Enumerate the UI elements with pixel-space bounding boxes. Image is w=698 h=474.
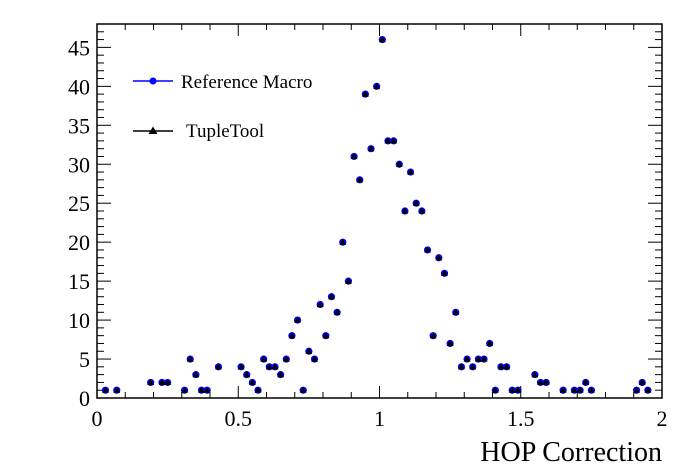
tupletool-point (350, 152, 358, 160)
tupletool-point (463, 355, 471, 362)
tupletool-point (491, 386, 499, 393)
tupletool-point (277, 371, 285, 378)
tupletool-point (412, 199, 420, 206)
tupletool-point (559, 386, 567, 393)
tupletool-point (186, 355, 194, 362)
tupletool-point (198, 386, 205, 393)
tupletool-point (424, 246, 431, 253)
tupletool-point (288, 332, 296, 339)
tupletool-point (633, 386, 640, 393)
tupletool-point (458, 363, 465, 370)
axis-ticks (96, 24, 663, 399)
tupletool-point (311, 355, 318, 362)
tupletool-point (542, 378, 550, 386)
tupletool-point (203, 386, 211, 393)
tupletool-point (181, 386, 188, 393)
tupletool-point (582, 378, 590, 386)
tupletool-point (316, 300, 324, 308)
tupletool-point (299, 386, 307, 393)
tupletool-point (215, 363, 222, 370)
x-tick-label: 1 (374, 406, 385, 431)
tupletool-point (192, 371, 200, 378)
x-tick-label: 1.5 (507, 406, 535, 431)
tupletool-point (435, 254, 443, 261)
x-axis-title: HOP Correction (480, 437, 662, 468)
y-tick-label: 20 (68, 230, 90, 255)
tupletool-point (514, 386, 522, 393)
y-tick-label: 10 (68, 308, 90, 333)
tupletool-point (401, 207, 409, 214)
tupletool-point (418, 207, 426, 214)
legend-marker-tupletool (148, 126, 158, 134)
x-tick-label: 0.5 (225, 406, 253, 431)
tupletool-point (356, 176, 364, 183)
tupletool-point (322, 332, 330, 339)
tupletool-point (378, 35, 386, 43)
tupletool-point (164, 378, 172, 386)
tupletool-point (339, 238, 347, 245)
tupletool-point (361, 90, 369, 97)
tupletool-point (469, 363, 477, 370)
tupletool-point (373, 82, 381, 89)
x-tick-label: 2 (657, 406, 668, 431)
tupletool-point (644, 386, 652, 393)
tupletool-point (237, 363, 245, 370)
tupletool-point (158, 378, 166, 386)
y-tick-label: 30 (68, 152, 90, 177)
legend-label-tupletool: TupleTool (186, 121, 264, 142)
y-tick-label: 35 (68, 113, 90, 138)
tupletool-point (508, 386, 516, 393)
tupletool-point (384, 137, 392, 144)
tupletool-point (480, 355, 488, 362)
tupletool-point (294, 316, 301, 323)
tupletool-point (254, 386, 262, 393)
tupletool-point (260, 355, 268, 362)
legend-label-reference-macro: Reference Macro (181, 72, 312, 93)
legend-marker-reference-macro (149, 77, 157, 85)
tupletool-point (282, 355, 290, 362)
tupletool-point (328, 293, 335, 300)
tupletool-point (395, 160, 403, 167)
tupletool-point (102, 386, 109, 393)
tupletool-point (446, 339, 454, 347)
tupletool-point (452, 308, 460, 315)
tupletool-point (503, 363, 511, 370)
tupletool-point (333, 308, 341, 315)
tupletool-point (390, 137, 398, 144)
tupletool-point (531, 371, 539, 378)
y-tick-label: 25 (68, 191, 90, 216)
tupletool-point (587, 386, 595, 393)
tupletool-point (248, 378, 256, 386)
tupletool-point (113, 386, 121, 393)
data-points (101, 35, 652, 394)
tupletool-point (407, 168, 414, 175)
x-tick-label: 0 (92, 406, 103, 431)
tupletool-point (265, 363, 273, 370)
tupletool-point (571, 386, 578, 393)
tupletool-point (429, 332, 437, 339)
tupletool-point (345, 277, 352, 284)
y-tick-label: 5 (79, 347, 90, 372)
tupletool-point (486, 339, 494, 347)
tupletool-point (271, 363, 279, 370)
tupletool-point (576, 386, 584, 393)
tupletool-point (243, 371, 251, 378)
tupletool-point (367, 145, 375, 152)
y-tick-label: 15 (68, 269, 90, 294)
tupletool-point (441, 269, 448, 276)
legend: Reference Macro TupleTool (133, 72, 312, 142)
y-tick-label: 40 (68, 74, 90, 99)
y-tick-label: 0 (79, 386, 90, 411)
tupletool-point (305, 347, 313, 354)
tupletool-point (474, 355, 482, 362)
tupletool-point (638, 378, 646, 386)
tupletool-point (147, 378, 155, 386)
tupletool-point (497, 363, 505, 370)
tupletool-point (537, 378, 544, 386)
y-tick-label: 45 (68, 35, 90, 60)
